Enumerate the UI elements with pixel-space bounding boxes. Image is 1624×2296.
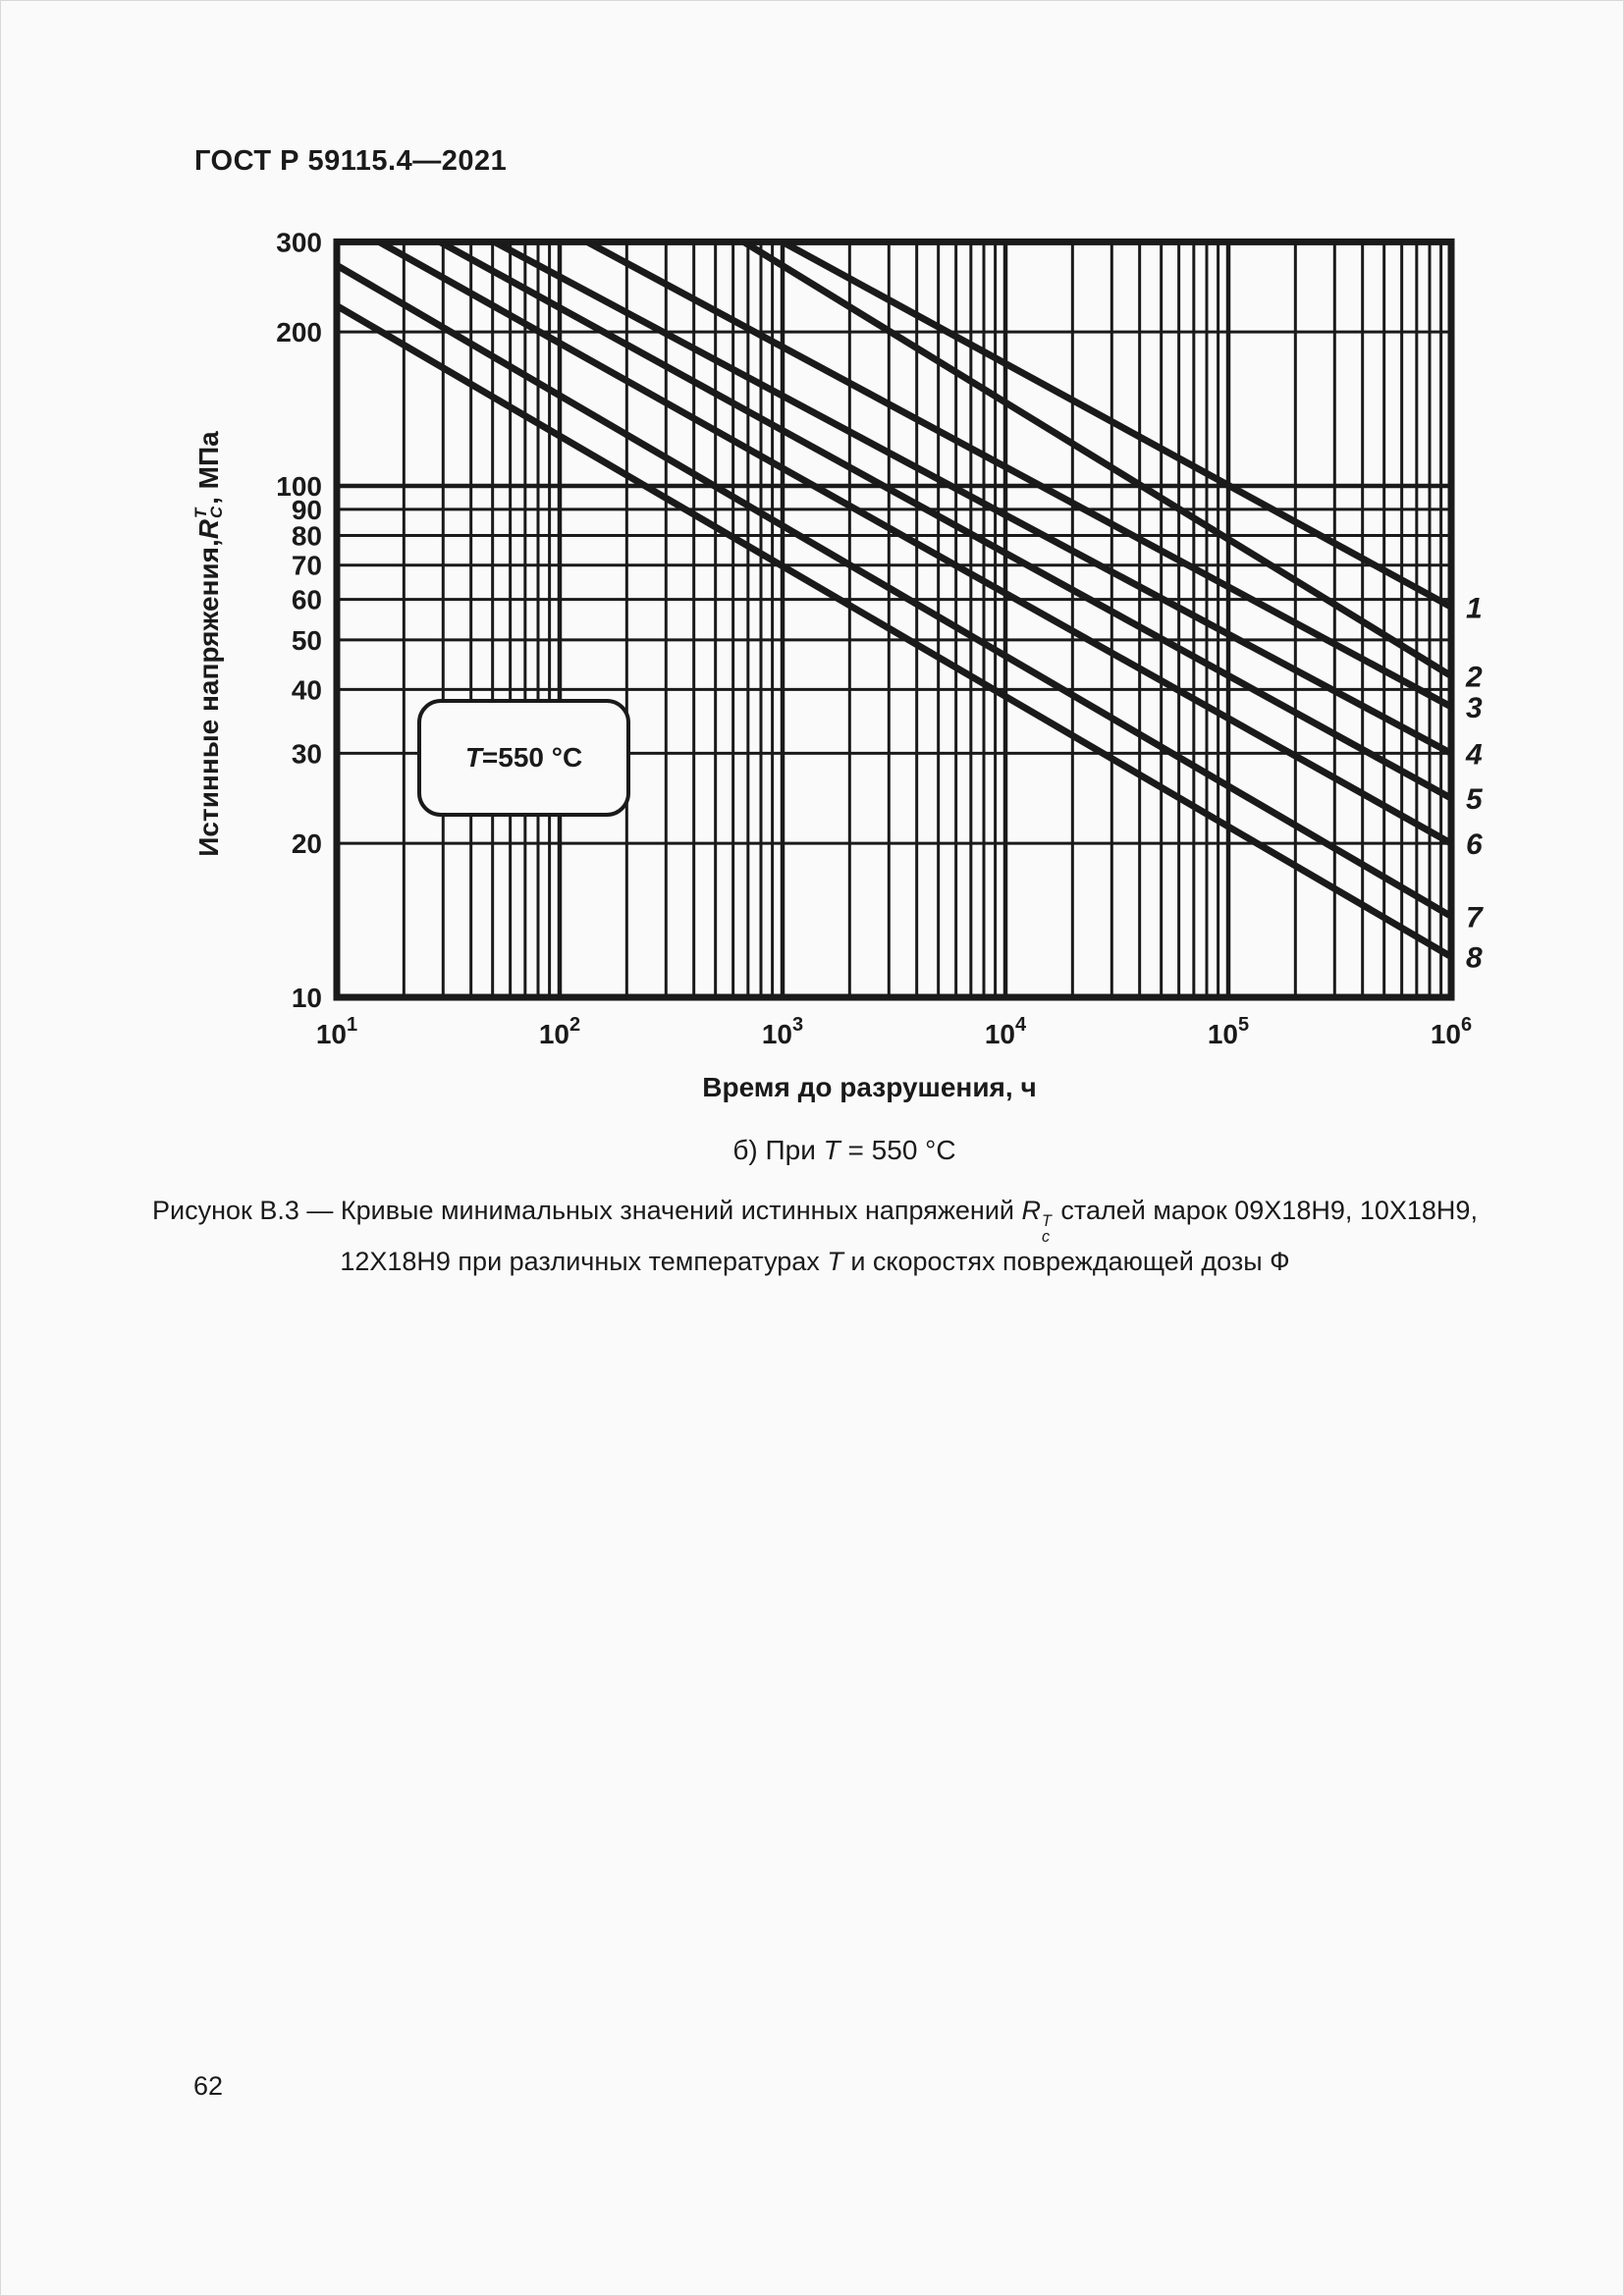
sub-caption-prefix: б) При — [732, 1135, 824, 1165]
y-axis-symbol-sub: C — [207, 506, 226, 518]
curve-label-1: 1 — [1466, 592, 1483, 624]
figure-caption: Рисунок В.3 — Кривые минимальных значени… — [98, 1194, 1532, 1278]
figure-caption-symbol-sub: c — [1042, 1227, 1051, 1246]
page-number: 62 — [193, 2071, 224, 2101]
curve-label-4: 4 — [1465, 738, 1483, 771]
x-axis-title: Время до разрушения, ч — [702, 1072, 1036, 1102]
x-tick-label: 101 — [316, 1014, 357, 1049]
temperature-annotation-box: T =550 °C — [417, 699, 630, 817]
curve-5 — [438, 239, 1453, 802]
curve-3 — [585, 239, 1453, 711]
curve-label-8: 8 — [1466, 942, 1483, 975]
plot-border — [333, 238, 1455, 1001]
figure-caption-symbol: R — [1021, 1196, 1042, 1225]
document-header: ГОСТ Р 59115.4—2021 — [194, 145, 508, 177]
curve-label-3: 3 — [1466, 692, 1483, 724]
y-axis-title-prefix: Истинные напряжения, — [193, 539, 224, 857]
y-axis-title-suffix: , МПа — [193, 431, 224, 505]
x-tick-label: 102 — [539, 1014, 580, 1049]
temperature-value: =550 °C — [481, 742, 583, 773]
x-tick-label: 104 — [985, 1014, 1027, 1049]
curve-label-7: 7 — [1466, 901, 1484, 934]
curve-8 — [335, 302, 1453, 960]
y-tick-label: 10 — [292, 983, 322, 1013]
y-tick-label: 200 — [276, 317, 322, 347]
curve-7 — [335, 262, 1453, 920]
y-tick-label: 300 — [276, 227, 322, 257]
y-tick-label: 90 — [292, 495, 322, 525]
curve-2 — [741, 239, 1453, 679]
curve-label-5: 5 — [1466, 783, 1484, 816]
curve-1 — [781, 239, 1453, 611]
temperature-symbol: T — [464, 742, 482, 773]
sub-caption-symbol: T — [823, 1135, 840, 1165]
y-tick-label: 70 — [292, 551, 322, 581]
y-tick-label: 60 — [292, 585, 322, 615]
x-tick-label: 105 — [1208, 1014, 1249, 1049]
x-tick-label: 103 — [762, 1014, 803, 1049]
figure-caption-line1: Рисунок В.3 — Кривые минимальных значени… — [98, 1194, 1532, 1245]
curve-6 — [377, 239, 1453, 847]
figure-caption-line2-suffix: и скоростях повреждающей дозы Ф — [842, 1247, 1290, 1277]
curve-label-2: 2 — [1465, 662, 1483, 694]
figure-caption-line2-symbol: Т — [827, 1247, 843, 1277]
sub-caption-suffix: = 550 °C — [839, 1135, 956, 1165]
figure-caption-line1-prefix: Рисунок В.3 — Кривые минимальных значени… — [152, 1196, 1022, 1225]
y-tick-label: 30 — [292, 738, 322, 769]
y-tick-label: 40 — [292, 674, 322, 705]
chart-sub-caption: б) При T = 550 °C — [236, 1135, 1453, 1166]
figure-caption-line2-prefix: 12Х18Н9 при различных температурах — [340, 1247, 828, 1277]
y-tick-label: 50 — [292, 625, 322, 656]
figure-caption-line2: 12Х18Н9 при различных температурах Т и с… — [98, 1245, 1532, 1278]
figure-caption-line1-suffix: сталей марок 09Х18Н9, 10Х18Н9, — [1053, 1196, 1478, 1225]
y-tick-label: 80 — [292, 520, 322, 551]
y-axis-symbol: R — [193, 519, 224, 540]
y-tick-label: 20 — [292, 828, 322, 859]
x-tick-label: 106 — [1431, 1014, 1472, 1049]
y-tick-label: 100 — [276, 471, 322, 502]
figure-caption-symbol-sup: T — [1042, 1212, 1052, 1231]
curve-label-6: 6 — [1466, 828, 1483, 861]
curve-4 — [492, 239, 1453, 757]
